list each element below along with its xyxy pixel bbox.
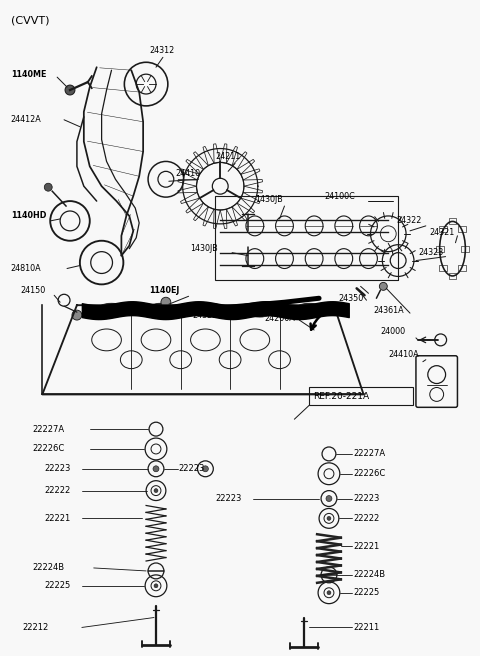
Circle shape bbox=[327, 516, 331, 520]
Text: 22221: 22221 bbox=[354, 542, 380, 550]
Circle shape bbox=[72, 310, 82, 320]
Circle shape bbox=[379, 282, 387, 291]
Text: 22225: 22225 bbox=[44, 581, 71, 590]
Text: 24211: 24211 bbox=[216, 152, 240, 161]
Text: 24810A: 24810A bbox=[11, 264, 41, 273]
Circle shape bbox=[65, 85, 75, 95]
Text: 22224B: 22224B bbox=[33, 564, 64, 573]
Bar bbox=[309, 388, 413, 405]
Text: 24361A: 24361A bbox=[373, 306, 404, 315]
Text: 24150: 24150 bbox=[21, 286, 46, 295]
Text: 22227A: 22227A bbox=[354, 449, 386, 459]
Text: 24100C: 24100C bbox=[324, 192, 355, 201]
Text: 22226C: 22226C bbox=[33, 445, 65, 453]
Circle shape bbox=[154, 489, 158, 493]
Text: REF.20-221A: REF.20-221A bbox=[313, 392, 369, 401]
Circle shape bbox=[203, 466, 208, 472]
Text: 1140ME: 1140ME bbox=[11, 70, 46, 79]
Text: 22212: 22212 bbox=[23, 623, 49, 632]
Bar bbox=[440, 226, 447, 232]
Text: 24000: 24000 bbox=[380, 327, 406, 337]
Bar bbox=[436, 246, 444, 252]
Text: 22223: 22223 bbox=[44, 464, 71, 473]
Bar bbox=[457, 226, 466, 232]
Bar bbox=[216, 196, 398, 280]
Circle shape bbox=[326, 495, 332, 502]
Text: 22226C: 22226C bbox=[354, 469, 386, 478]
Text: 24350: 24350 bbox=[339, 294, 364, 303]
Text: 24312: 24312 bbox=[149, 46, 174, 55]
Ellipse shape bbox=[245, 303, 275, 317]
Text: 24200A: 24200A bbox=[264, 314, 296, 323]
Text: 22221: 22221 bbox=[44, 514, 71, 523]
Text: (CVVT): (CVVT) bbox=[11, 16, 49, 26]
Bar bbox=[461, 246, 469, 252]
Bar bbox=[448, 218, 456, 224]
Text: 24322: 24322 bbox=[396, 216, 421, 226]
Text: 1430JB: 1430JB bbox=[255, 195, 283, 203]
Text: 24410A: 24410A bbox=[388, 350, 419, 359]
Text: 24321: 24321 bbox=[430, 228, 455, 237]
Text: 22227A: 22227A bbox=[33, 424, 64, 434]
Text: 1140HD: 1140HD bbox=[11, 211, 46, 220]
Ellipse shape bbox=[146, 303, 176, 317]
Text: 22223: 22223 bbox=[216, 494, 241, 503]
Text: 22225: 22225 bbox=[354, 588, 380, 597]
Circle shape bbox=[44, 183, 52, 191]
Text: 22211: 22211 bbox=[354, 623, 380, 632]
Text: 22223: 22223 bbox=[354, 494, 380, 503]
Bar bbox=[448, 273, 456, 279]
Text: 22222: 22222 bbox=[44, 486, 71, 495]
Text: 1430JB: 1430JB bbox=[191, 244, 218, 253]
Text: 22222: 22222 bbox=[354, 514, 380, 523]
Text: 1140EJ: 1140EJ bbox=[149, 286, 180, 295]
Ellipse shape bbox=[195, 303, 225, 317]
Text: 24323: 24323 bbox=[418, 248, 443, 257]
Bar bbox=[457, 265, 466, 271]
Text: 22223: 22223 bbox=[179, 464, 205, 473]
Ellipse shape bbox=[294, 303, 324, 317]
Circle shape bbox=[161, 297, 171, 307]
Text: 24355: 24355 bbox=[192, 310, 218, 319]
Circle shape bbox=[154, 584, 158, 588]
Ellipse shape bbox=[96, 303, 126, 317]
Text: 22224B: 22224B bbox=[354, 570, 386, 579]
Bar bbox=[440, 265, 447, 271]
Circle shape bbox=[327, 591, 331, 595]
Text: 24410: 24410 bbox=[176, 169, 201, 178]
Circle shape bbox=[153, 466, 159, 472]
Text: 24412A: 24412A bbox=[11, 115, 41, 124]
